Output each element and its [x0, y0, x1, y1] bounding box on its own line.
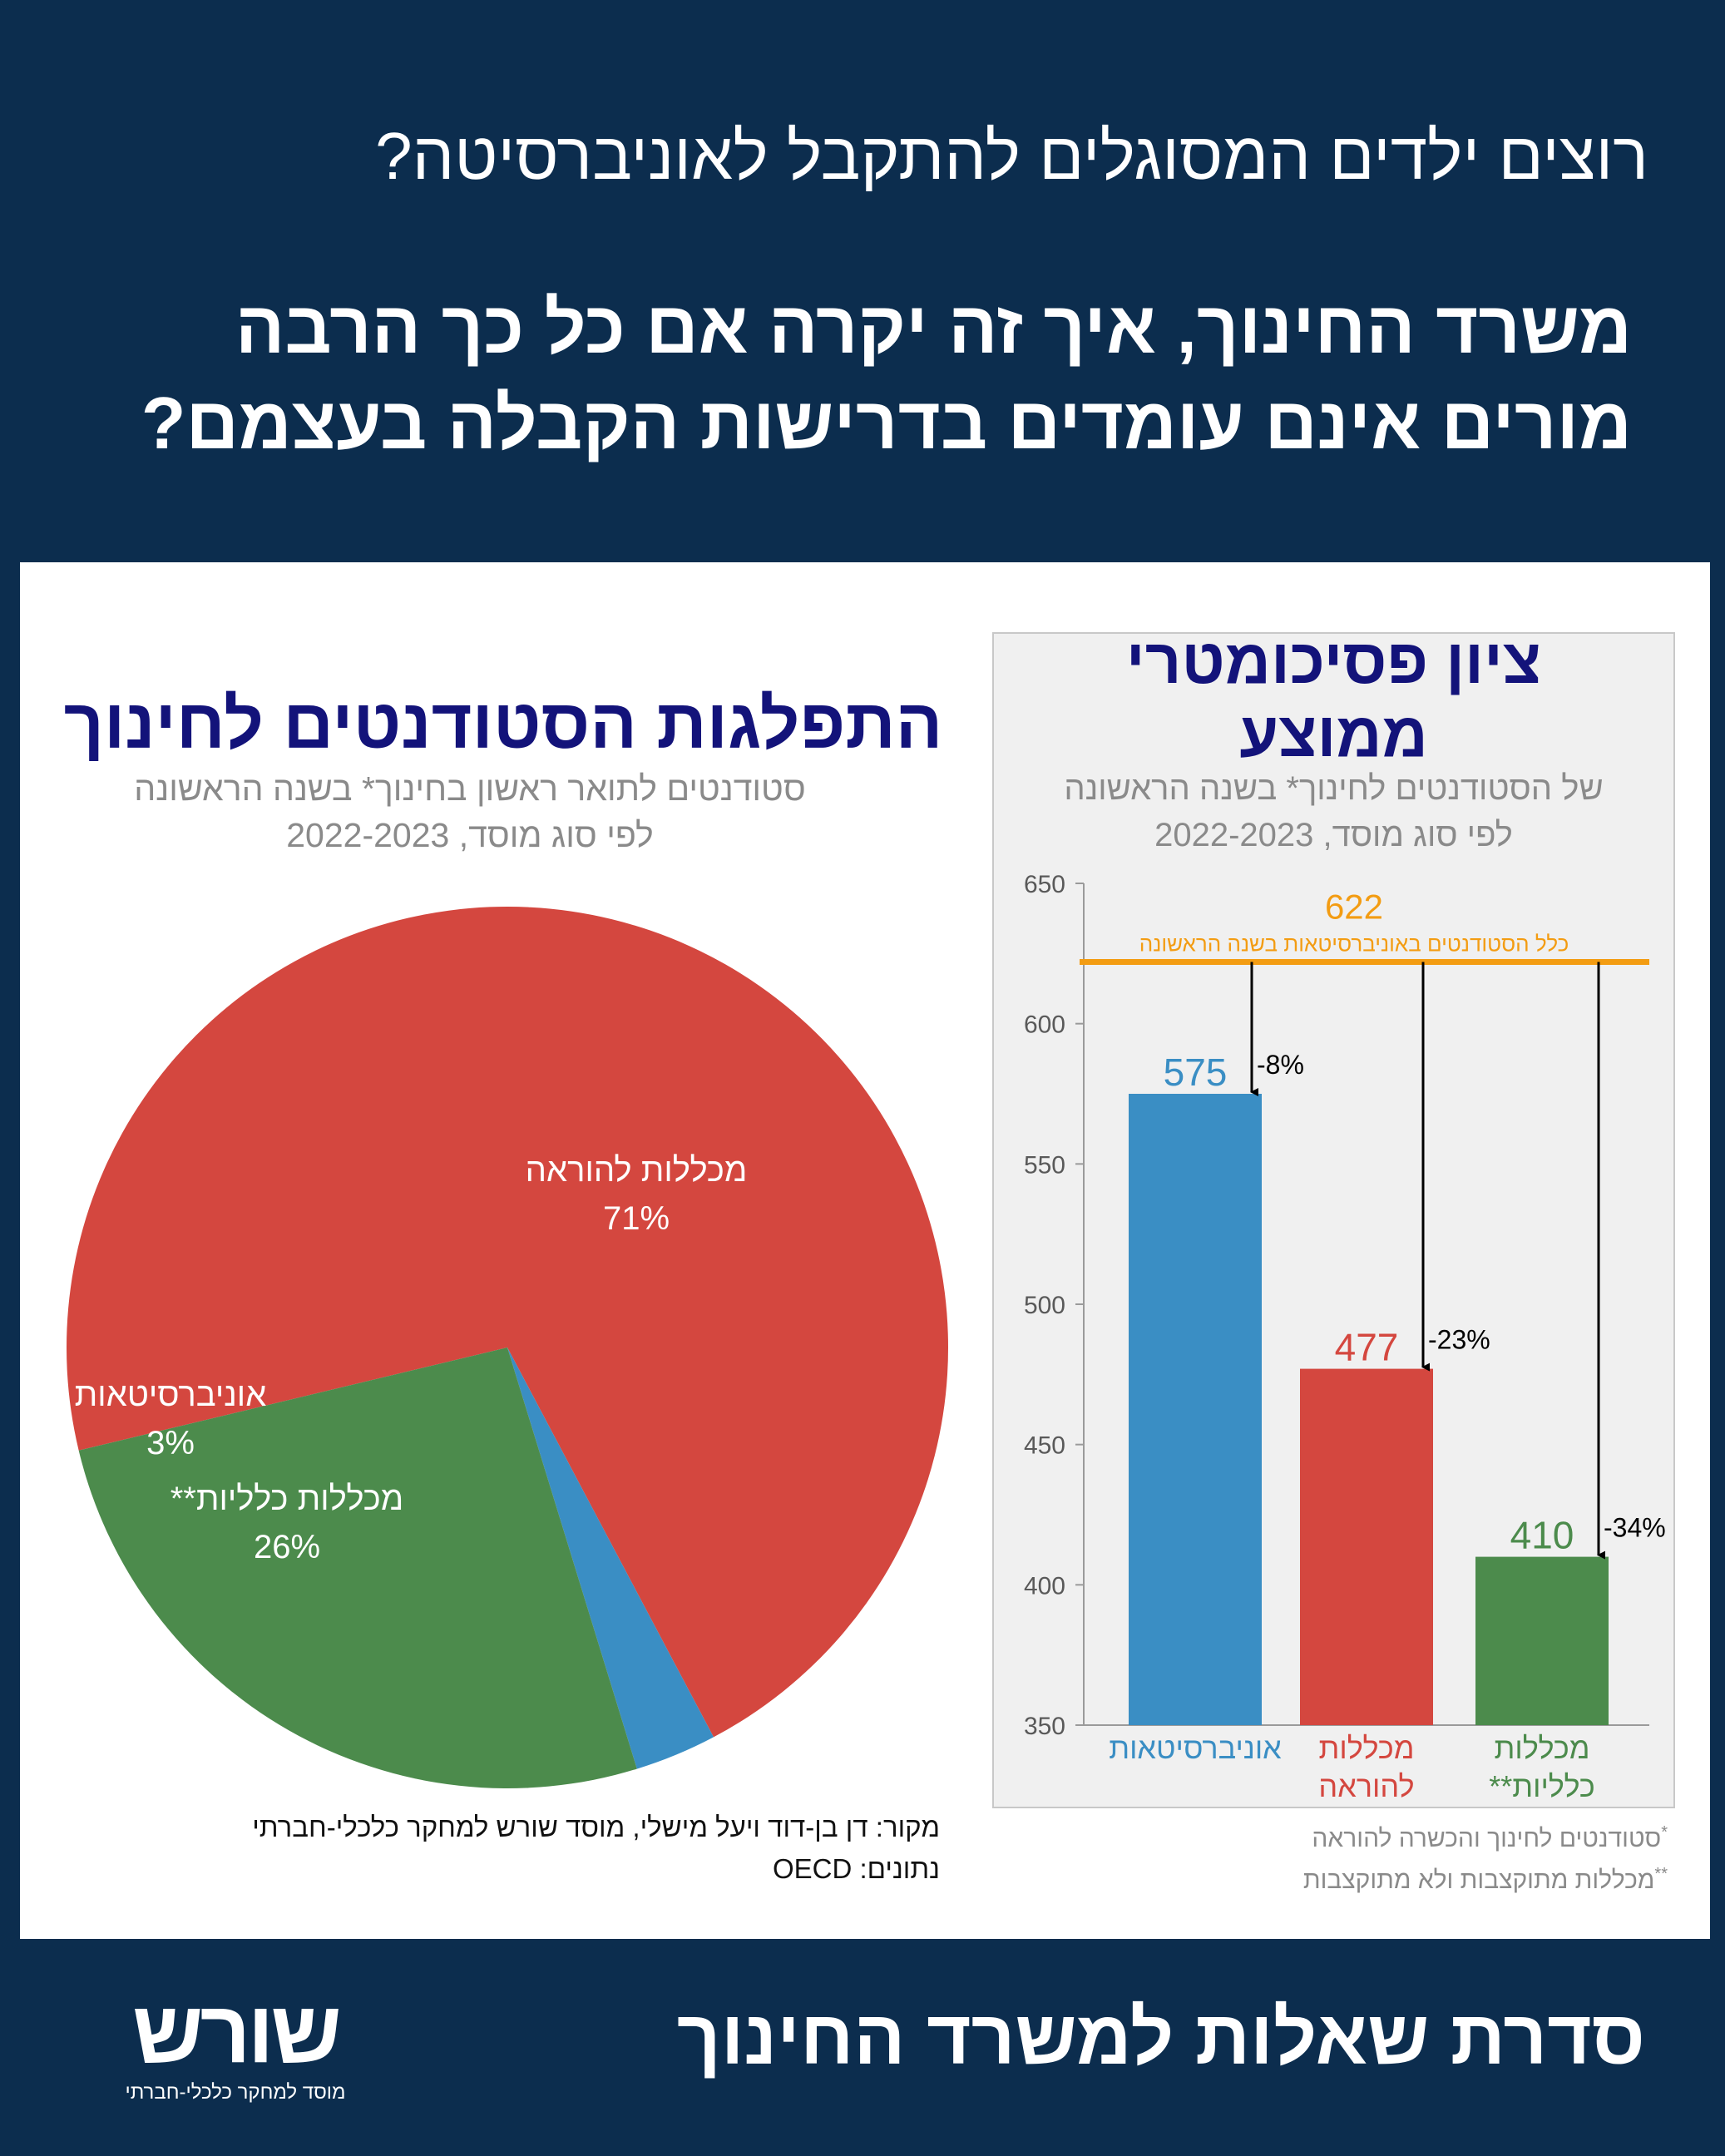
- logo-word: שורש: [132, 1983, 342, 2081]
- reference-caption: כלל הסטודנטים באוניברסיטאות בשנה הראשונה: [1139, 931, 1569, 956]
- bar-subtitle-line-2: לפי סוג מוסד, 2022-2023: [1154, 817, 1513, 853]
- pie-value-universities: 3%: [146, 1425, 195, 1461]
- bar-teacher-colleges: [1300, 1368, 1433, 1725]
- bar-subtitle-line-1: של הסטודנטים לחינוך* בשנה הראשונה: [1064, 770, 1604, 807]
- pie-slice-teacher-colleges: [67, 907, 949, 1738]
- footnote-1-text: סטודנטים לחינוך והכשרה להוראה: [1312, 1825, 1662, 1852]
- x-tick-label-teacher-colleges-line-2: להוראה: [1318, 1769, 1414, 1803]
- pie-slice-universities: [507, 1348, 714, 1769]
- footnote-1: *סטודנטים לחינוך והכשרה להוראה: [992, 1815, 1668, 1857]
- bar-title-line-2: ממוצע: [1239, 700, 1428, 770]
- footnote-2: **מכללות מתוקצבות ולא מתוקצבות: [992, 1857, 1668, 1898]
- y-tick-label: 350: [1024, 1713, 1065, 1740]
- bar-value-label-teacher-colleges: 477: [1335, 1326, 1399, 1369]
- bar-title-line-1: ציון פסיכומטרי: [1125, 626, 1542, 697]
- footer-series-title: סדרת שאלות למשרד החינוך: [676, 1995, 1645, 2080]
- headline-question-2: משרד החינוך, איך זה יקרה אם כל כך הרבה מ…: [141, 286, 1632, 464]
- x-tick-label-teacher-colleges: מכללות: [1319, 1731, 1415, 1765]
- source-note: מקור: דן בן-דוד ויעל מישלי, מוסד שורש למ…: [50, 1807, 940, 1890]
- headline-question-1: רוצים ילדים המסוגלים להתקבל לאוניברסיטה?: [375, 119, 1648, 193]
- bar-general-colleges: [1475, 1556, 1609, 1725]
- y-tick-label: 600: [1024, 1011, 1065, 1039]
- source-line-2: נתונים: OECD: [772, 1853, 940, 1884]
- bar-value-label-general-colleges: 410: [1510, 1514, 1574, 1557]
- pie-label-universities: אוניברסיטאות: [75, 1377, 267, 1413]
- shoresh-logo: שורש מוסד למחקר כלכלי-חברתי: [98, 1986, 373, 2128]
- logo-tagline: מוסד למחקר כלכלי-חברתי: [125, 2081, 346, 2104]
- y-tick-label: 400: [1024, 1572, 1065, 1600]
- bar-universities: [1129, 1094, 1262, 1725]
- header: רוצים ילדים המסוגלים להתקבל לאוניברסיטה?…: [0, 0, 1725, 562]
- x-tick-label-universities: אוניברסיטאות: [1109, 1731, 1282, 1765]
- footnote-2-text: מכללות מתוקצבות ולא מתוקצבות: [1302, 1867, 1655, 1894]
- bar-chart-subtitle: של הסטודנטים לחינוך* בשנה הראשונה לפי סו…: [992, 765, 1675, 858]
- footnotes: *סטודנטים לחינוך והכשרה להוראה **מכללות …: [992, 1815, 1668, 1898]
- pie-value-teacher-colleges: 71%: [603, 1200, 670, 1237]
- pie-subtitle-line-1: סטודנטים לתואר ראשון בחינוך* בשנה הראשונ…: [134, 769, 806, 808]
- footnote-2-mark: **: [1654, 1865, 1668, 1883]
- difference-label-universities: -8%: [1257, 1050, 1304, 1080]
- pie-subtitle-line-2: לפי סוג מוסד, 2022-2023: [286, 816, 654, 854]
- pie-chart-subtitle: סטודנטים לתואר ראשון בחינוך* בשנה הראשונ…: [50, 765, 890, 858]
- difference-label-teacher-colleges: -23%: [1428, 1325, 1490, 1355]
- y-tick-label: 550: [1024, 1151, 1065, 1179]
- source-line-1: מקור: דן בן-דוד ויעל מישלי, מוסד שורש למ…: [252, 1812, 940, 1842]
- y-tick-label: 450: [1024, 1432, 1065, 1460]
- y-tick-label: 650: [1024, 871, 1065, 898]
- x-tick-label-general-colleges: מכללות: [1495, 1731, 1590, 1765]
- reference-value-label: 622: [1325, 887, 1383, 926]
- x-tick-label-general-colleges-line-2: כלליות**: [1489, 1769, 1595, 1803]
- pie-value-general-colleges: 26%: [254, 1529, 320, 1565]
- y-tick-label: 500: [1024, 1292, 1065, 1319]
- pie-chart: מכללות להוראה 71% אוניברסיטאות 3% מכללות כלל…: [67, 907, 949, 1788]
- pie-label-general-colleges: מכללות כלליות**: [171, 1481, 404, 1517]
- difference-label-general-colleges: -34%: [1604, 1513, 1666, 1543]
- bar-value-label-universities: 575: [1164, 1051, 1228, 1094]
- footnote-1-mark: *: [1661, 1823, 1668, 1842]
- bar-chart: 350 400 450 500 550 600 650 622 כלל הסטודנטים בא…: [1024, 871, 1666, 1803]
- bar-chart-title: ציון פסיכומטרי ממוצע: [992, 626, 1675, 772]
- pie-slice-general-colleges: [78, 1348, 637, 1788]
- pie-chart-title: התפלגות הסטודנטים לחינוך: [63, 685, 943, 763]
- pie-label-teacher-colleges: מכללות להוראה: [526, 1152, 748, 1189]
